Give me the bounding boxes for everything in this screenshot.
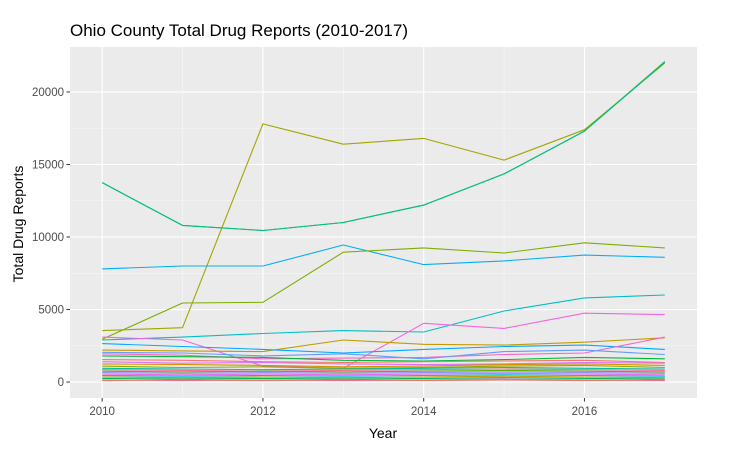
series-line-16 [102, 364, 665, 369]
series-line-20 [102, 371, 665, 374]
y-tick-label: 0 [58, 377, 64, 389]
series-line-3 [101, 61, 666, 232]
series-line-5 [101, 242, 665, 340]
series-line-9 [102, 343, 665, 354]
x-tick-label: 2012 [250, 406, 276, 418]
x-axis-ticks: 2010 2012 2014 2016 [89, 398, 597, 418]
series-line-13 [102, 359, 665, 364]
series-line-26 [102, 379, 665, 382]
series-line-11 [102, 349, 665, 360]
series-line-8 [102, 337, 665, 353]
y-tick-label: 15000 [32, 159, 64, 171]
y-tick-label: 20000 [32, 87, 64, 99]
series-line-10 [102, 336, 665, 360]
series-line-12 [102, 355, 665, 362]
major-gridlines [70, 47, 697, 398]
y-tick-label: 10000 [32, 232, 64, 244]
series-line-14 [102, 361, 665, 366]
series-line-17 [102, 366, 665, 371]
series-line-22 [102, 374, 665, 377]
series-line-19 [102, 369, 665, 373]
y-axis-ticks: 0 5000 10000 15000 20000 [32, 87, 70, 389]
x-tick-label: 2014 [411, 406, 437, 418]
x-tick-label: 2010 [89, 406, 115, 418]
series-line-15 [102, 363, 665, 368]
series-line-6 [102, 294, 665, 341]
chart-title: Ohio County Total Drug Reports (2010-201… [70, 21, 408, 40]
series-line-24 [102, 377, 665, 380]
series-line-7 [102, 312, 665, 369]
series-line-4 [102, 244, 665, 270]
series-lines [101, 61, 666, 382]
series-line-18 [102, 368, 665, 372]
y-axis-label: Total Drug Reports [10, 166, 26, 283]
x-axis-label: Year [369, 425, 398, 441]
y-tick-label: 5000 [38, 305, 64, 317]
series-line-1 [102, 62, 666, 332]
x-tick-label: 2016 [572, 406, 598, 418]
series-line-23 [102, 375, 665, 379]
series-line-21 [102, 372, 665, 376]
